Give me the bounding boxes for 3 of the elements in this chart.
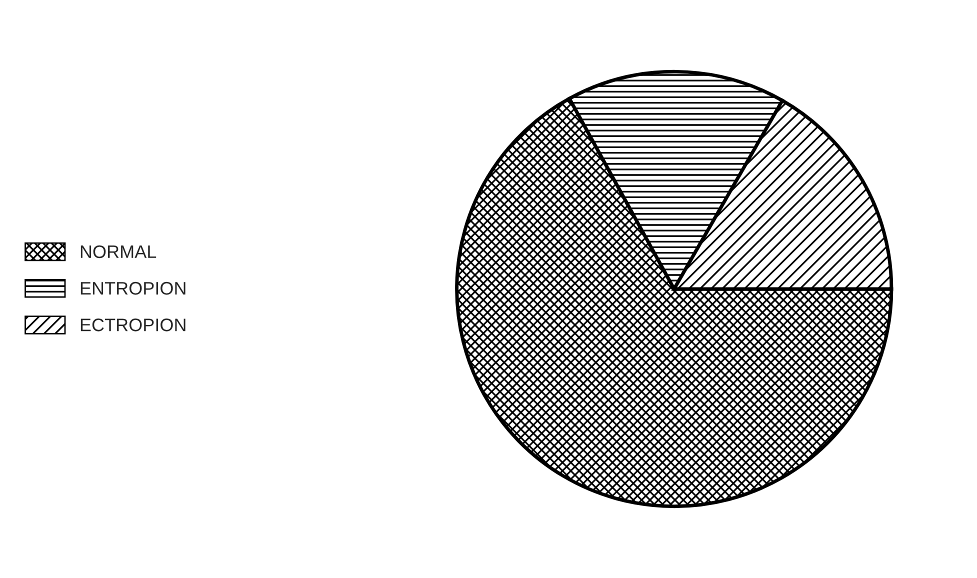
legend-label: NORMAL xyxy=(80,245,156,258)
legend-label: ECTROPION xyxy=(80,318,186,332)
legend-label: ENTROPION xyxy=(80,282,186,295)
